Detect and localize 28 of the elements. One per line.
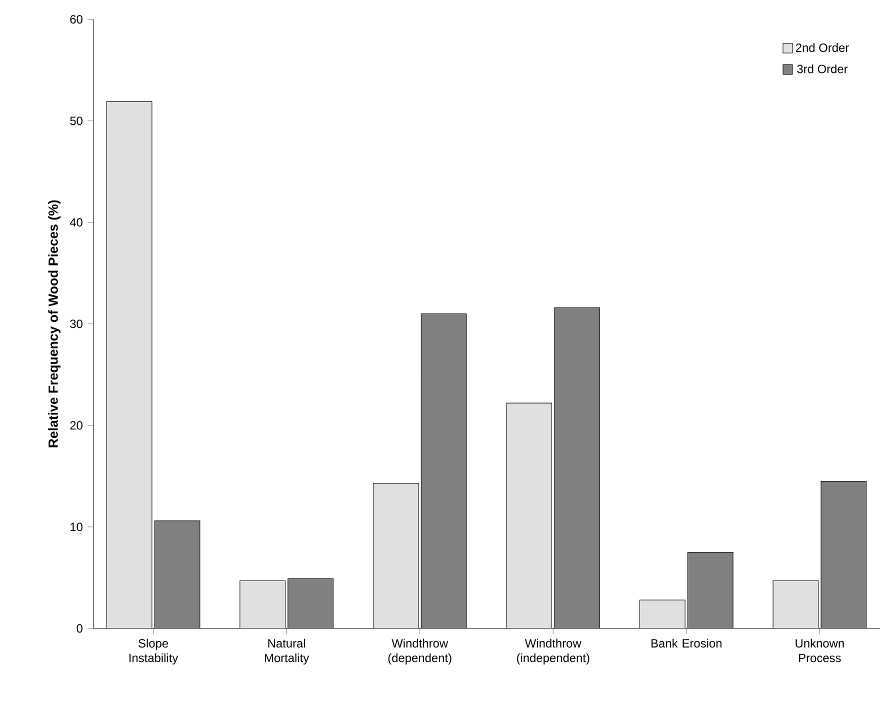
bar xyxy=(772,580,819,628)
y-tick-label: 10 xyxy=(70,522,82,531)
y-tick-label: 40 xyxy=(70,218,82,226)
y-tick-label: 50 xyxy=(70,116,82,125)
y-axis-title: Relative Frequency of Wood Pieces (%) xyxy=(48,200,61,447)
y-tick-label: 60 xyxy=(70,14,82,24)
x-tick-label: Slope Instability xyxy=(129,638,178,664)
x-tick-label: Bank Erosion xyxy=(652,638,722,648)
bar xyxy=(154,520,200,628)
bar xyxy=(506,402,552,628)
bar xyxy=(640,600,686,628)
x-tick-label: Windthrow (dependent) xyxy=(388,638,452,664)
bar xyxy=(688,552,734,628)
legend-label: 3rd Order xyxy=(797,64,848,74)
bar xyxy=(240,580,286,628)
bar xyxy=(421,314,466,628)
bar xyxy=(554,307,600,628)
x-tick-label: Windthrow (independent) xyxy=(517,638,590,664)
legend-label: 2nd Order xyxy=(796,42,849,52)
y-tick-label: 20 xyxy=(70,420,82,430)
y-tick-label: 30 xyxy=(70,319,82,328)
bar xyxy=(288,578,334,628)
bar xyxy=(373,483,419,628)
x-tick-label: Natural Mortality xyxy=(264,638,310,664)
bar xyxy=(106,101,152,628)
bar xyxy=(820,480,867,628)
y-tick-label: 0 xyxy=(76,624,82,632)
x-tick-label: Unknown Process xyxy=(796,638,844,662)
